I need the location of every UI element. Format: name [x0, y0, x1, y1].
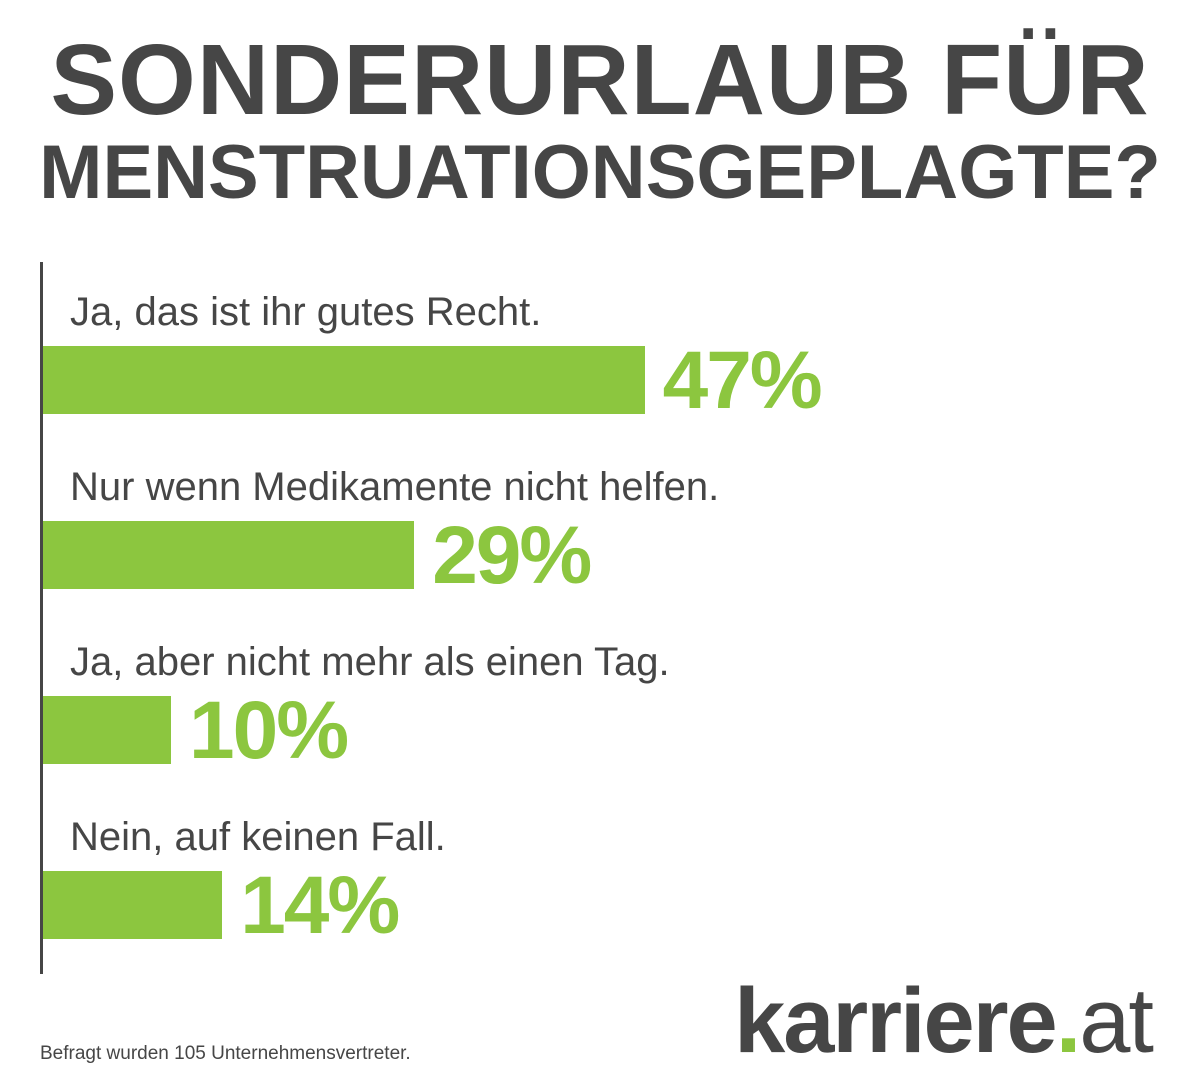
logo-name: karriere [734, 970, 1058, 1072]
bar-row: Nur wenn Medikamente nicht helfen. 29% [0, 465, 1200, 625]
bar [43, 521, 415, 589]
bar [43, 346, 645, 414]
category-label: Ja, das ist ihr gutes Recht. [70, 290, 542, 334]
chart-title-line-2: MENSTRUATIONSGEPLAGTE? [39, 130, 1161, 215]
value-label: 29% [432, 510, 592, 601]
logo-dot: . [1055, 970, 1082, 1072]
footnote: Befragt wurden 105 Unternehmensvertreter… [40, 1043, 411, 1064]
value-label: 47% [662, 335, 823, 426]
value-label: 10% [189, 685, 349, 776]
category-label: Ja, aber nicht mehr als einen Tag. [70, 640, 670, 684]
karriere-logo: karriere.at [734, 975, 1154, 1067]
bar-row: Ja, das ist ihr gutes Recht. 47% [0, 290, 1200, 450]
category-label: Nein, auf keinen Fall. [70, 815, 446, 859]
bar-row: Ja, aber nicht mehr als einen Tag. 10% [0, 640, 1200, 800]
bar-row: Nein, auf keinen Fall. 14% [0, 815, 1200, 975]
chart-title-line-1: SONDERURLAUB FÜR [50, 24, 1150, 136]
logo-tld: at [1079, 970, 1154, 1072]
bar [43, 696, 171, 764]
value-label: 14% [240, 860, 400, 951]
bar [43, 871, 223, 939]
category-axis-line [40, 262, 43, 974]
category-label: Nur wenn Medikamente nicht helfen. [70, 465, 720, 509]
